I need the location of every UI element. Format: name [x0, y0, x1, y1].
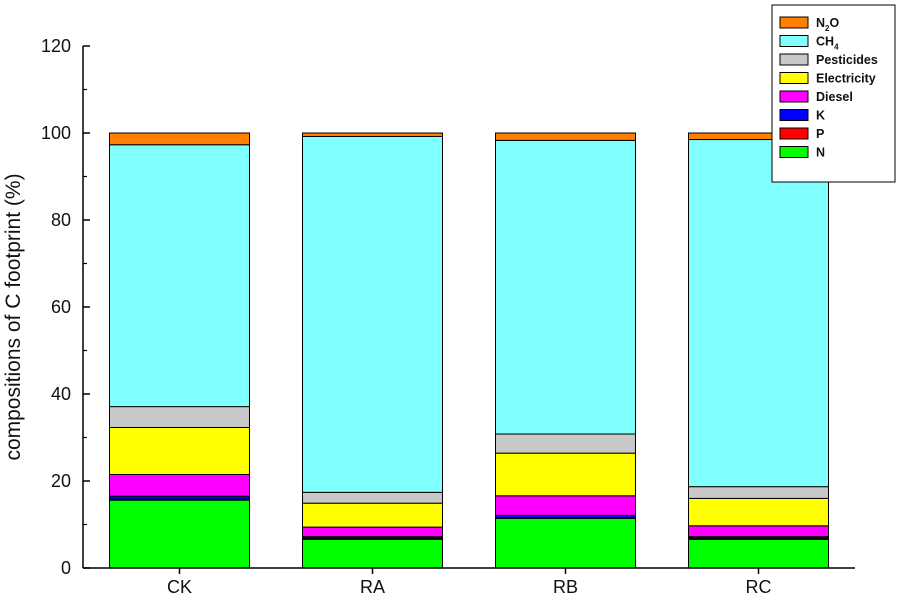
- x-tick-label: RA: [360, 577, 385, 597]
- legend-label-pesticides: Pesticides: [816, 53, 878, 67]
- legend-label-p: P: [816, 127, 824, 141]
- bar-segment-rb-electricity: [495, 452, 636, 497]
- bar-segment-ra-electricity: [302, 502, 443, 528]
- bar-segment-rc-electricity: [688, 497, 829, 527]
- bar-segment-rb-pesticides: [495, 433, 636, 454]
- bar-segment-ra-n2o: [302, 132, 443, 137]
- bar-segment-ck-ch4: [109, 144, 250, 408]
- legend-swatch-electricity: [779, 72, 809, 84]
- x-tick-label: CK: [167, 577, 192, 597]
- legend-swatch-n2o: [779, 16, 809, 29]
- x-tick-label: RC: [746, 577, 772, 597]
- bar-segment-ck-diesel: [109, 473, 250, 497]
- bars-layer: [109, 132, 829, 569]
- x-tick-label: RB: [553, 577, 578, 597]
- legend-swatch-n: [779, 146, 809, 158]
- bar-segment-ra-diesel: [302, 526, 443, 538]
- bar-segment-rc-pesticides: [688, 486, 829, 499]
- legend-label-n2o: N2O: [816, 16, 839, 33]
- y-axis-title: compositions of C footprint (%): [2, 173, 25, 460]
- legend-label-n: N: [816, 146, 825, 160]
- bar-segment-ra-n: [302, 538, 443, 569]
- bar-segment-rb-n: [495, 517, 636, 569]
- legend-label-ch4: CH4: [816, 35, 839, 52]
- bar-segment-rb-n2o: [495, 132, 636, 141]
- bar-segment-ra-ch4: [302, 135, 443, 493]
- bar-segment-ck-n: [109, 499, 250, 569]
- bar-segment-rc-diesel: [688, 525, 829, 538]
- bar-segment-ra-pesticides: [302, 491, 443, 504]
- bar-segment-ck-pesticides: [109, 406, 250, 428]
- bar-segment-rb-ch4: [495, 139, 636, 435]
- bar-segment-rb-diesel: [495, 495, 636, 516]
- y-tick-label: 20: [51, 471, 71, 491]
- bar-segment-ck-n2o: [109, 132, 250, 146]
- y-tick-label: 100: [41, 123, 71, 143]
- y-tick-label: 40: [51, 384, 71, 404]
- legend-label-diesel: Diesel: [816, 90, 853, 104]
- legend-swatch-diesel: [779, 90, 809, 103]
- legend-swatch-ch4: [779, 35, 809, 47]
- y-tick-label: 60: [51, 297, 71, 317]
- y-tick-label: 80: [51, 210, 71, 230]
- legend-swatch-pesticides: [779, 53, 809, 66]
- y-tick-label: 0: [61, 558, 71, 578]
- legend-swatch-p: [779, 127, 809, 140]
- legend-label-electricity: Electricity: [816, 72, 876, 86]
- axes-layer: 0 20 40 60 80 100 120 CK RA RB RC compositions of C…: [2, 36, 855, 597]
- legend-swatch-k: [779, 109, 809, 121]
- y-tick-label: 120: [41, 36, 71, 56]
- bar-segment-rc-ch4: [688, 139, 829, 488]
- bar-segment-rc-n: [688, 538, 829, 569]
- legend-label-k: K: [816, 109, 825, 123]
- bar-segment-ck-electricity: [109, 426, 250, 475]
